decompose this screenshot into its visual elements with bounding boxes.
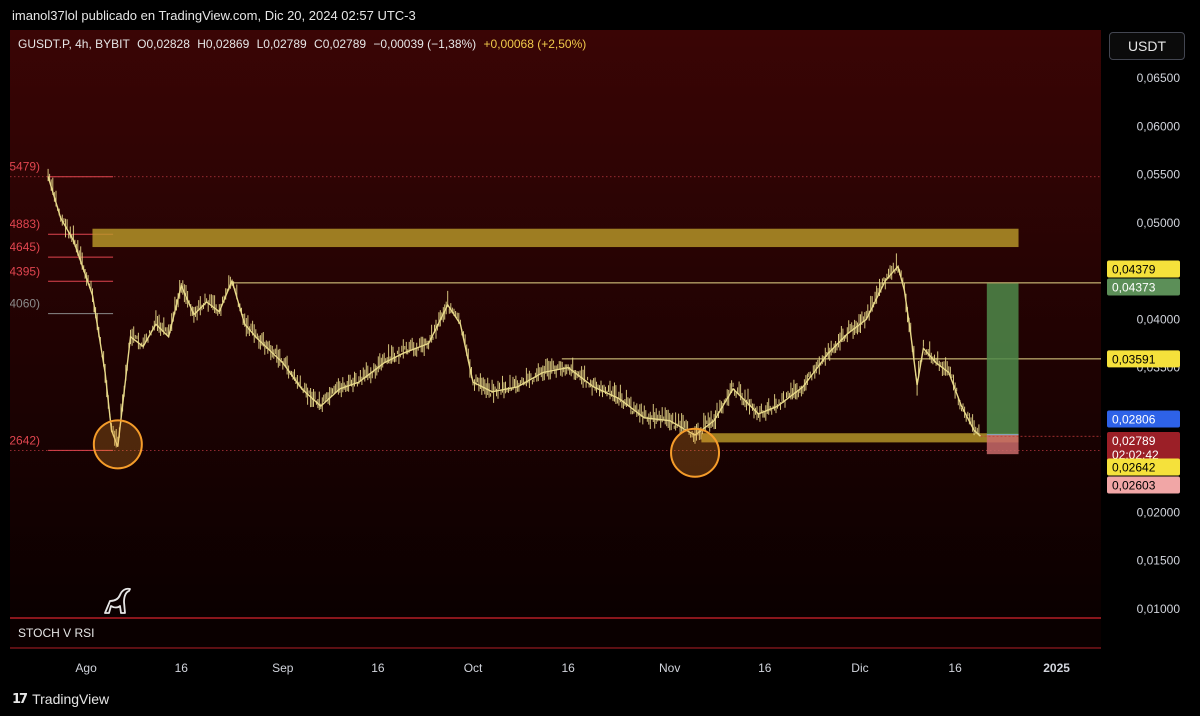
y-tick-label: 0,06500 bbox=[1137, 71, 1181, 85]
price-chart[interactable]: 1 (0,05479) 0,79 (0,04883) 0,706 (0,04645)… bbox=[10, 30, 1190, 680]
fib-level-label: 0,5 (0,04060) bbox=[10, 297, 40, 311]
x-tick-label: Oct bbox=[464, 661, 483, 675]
y-tick-label: 0,05500 bbox=[1137, 168, 1181, 182]
zone-rect[interactable] bbox=[701, 433, 1019, 443]
open-value: O0,02828 bbox=[137, 37, 190, 51]
price-label-text: 0,03591 bbox=[1112, 352, 1156, 366]
indicator-label[interactable]: STOCH V RSI bbox=[18, 626, 95, 640]
chart-frame[interactable]: 1 (0,05479) 0,79 (0,04883) 0,706 (0,04645)… bbox=[10, 30, 1190, 680]
x-tick-label: 16 bbox=[562, 661, 576, 675]
y-tick-label: 0,02000 bbox=[1137, 505, 1181, 519]
time-axis[interactable]: Ago 16 Sep 16 Oct 16 Nov 16 Dic 16 2025 bbox=[75, 661, 1070, 675]
x-tick-label: 16 bbox=[948, 661, 962, 675]
tradingview-logo-icon: 17 bbox=[12, 691, 28, 707]
fib-level-label: 0 (0,02642) bbox=[10, 433, 40, 447]
highlight-circle[interactable] bbox=[92, 419, 143, 470]
price-line bbox=[47, 176, 981, 447]
price-label-text: 0,02642 bbox=[1112, 461, 1156, 475]
y-tick-label: 0,01000 bbox=[1137, 602, 1181, 616]
symbol-label[interactable]: GUSDT.P, 4h, BYBIT bbox=[18, 37, 130, 51]
price-series bbox=[47, 168, 1101, 448]
fib-level-label: 0,79 (0,04883) bbox=[10, 217, 40, 231]
y-tick-label: 0,01500 bbox=[1137, 554, 1181, 568]
target-zone[interactable] bbox=[986, 283, 1019, 435]
low-value: L0,02789 bbox=[256, 37, 307, 51]
price-label-box bbox=[1107, 458, 1180, 476]
y-tick-label: 0,04000 bbox=[1137, 312, 1181, 326]
fib-level-label: 1 (0,05479) bbox=[10, 160, 40, 174]
long-position-tool[interactable] bbox=[986, 283, 1019, 455]
x-tick-label: Dic bbox=[851, 661, 868, 675]
x-tick-label: Nov bbox=[659, 661, 680, 675]
price-label-box bbox=[1107, 278, 1180, 296]
tradingview-logo[interactable]: 17 TradingView bbox=[12, 691, 109, 707]
x-tick-label: 2025 bbox=[1043, 661, 1070, 675]
price-label-text: 0,04373 bbox=[1112, 281, 1156, 295]
change-value: −0,00039 (−1,38%) bbox=[373, 37, 477, 51]
chart-background bbox=[10, 30, 1101, 617]
price-label-box bbox=[1107, 260, 1180, 278]
zone-rect[interactable] bbox=[92, 228, 1019, 248]
price-label-box bbox=[1107, 432, 1180, 464]
supply-demand-zones[interactable] bbox=[92, 228, 1019, 443]
price-label-box bbox=[1107, 476, 1180, 494]
dino-icon bbox=[102, 586, 132, 621]
x-tick-label: Ago bbox=[75, 661, 97, 675]
highlight-circle[interactable] bbox=[670, 427, 721, 478]
price-label-box bbox=[1107, 410, 1180, 428]
close-value: C0,02789 bbox=[314, 37, 367, 51]
x-tick-label: Sep bbox=[272, 661, 294, 675]
y-tick-label: 0,06000 bbox=[1137, 119, 1181, 133]
price-label-text: 0,02806 bbox=[1112, 413, 1156, 427]
high-value: H0,02869 bbox=[197, 37, 250, 51]
indicator-pane bbox=[10, 618, 1101, 648]
x-tick-label: 16 bbox=[758, 661, 772, 675]
publish-info: imanol37lol publicado en TradingView.com… bbox=[12, 8, 416, 23]
price-label-box bbox=[1107, 350, 1180, 368]
x-tick-label: 16 bbox=[175, 661, 189, 675]
price-label-text: 0,02789 bbox=[1112, 434, 1156, 448]
fib-retracement[interactable]: 1 (0,05479) 0,79 (0,04883) 0,706 (0,04645)… bbox=[10, 160, 1101, 451]
footer: 17 TradingView bbox=[0, 683, 1200, 716]
price-labels: 0,043790,043730,035910,028060,0278902:02… bbox=[1107, 260, 1180, 494]
publish-header: imanol37lol publicado en TradingView.com… bbox=[0, 0, 1200, 30]
currency-button[interactable]: USDT bbox=[1109, 32, 1185, 60]
tradingview-logo-text: TradingView bbox=[32, 691, 110, 707]
stop-zone[interactable] bbox=[986, 434, 1019, 455]
price-label-text: 0,04379 bbox=[1112, 263, 1156, 277]
extra-change-value: +0,00068 (+2,50%) bbox=[483, 37, 587, 51]
fib-level-label: 0,618 (0,04395) bbox=[10, 264, 40, 278]
x-tick-label: 16 bbox=[371, 661, 385, 675]
ohlc-legend: GUSDT.P, 4h, BYBIT O0,02828 H0,02869 L0,… bbox=[18, 37, 590, 51]
fib-level-label: 0,706 (0,04645) bbox=[10, 240, 40, 254]
price-label-text: 0,02603 bbox=[1112, 479, 1156, 493]
price-axis[interactable]: 0,065000,060000,055000,050000,040000,035… bbox=[1137, 71, 1181, 616]
y-tick-label: 0,05000 bbox=[1137, 216, 1181, 230]
highlight-circles[interactable] bbox=[92, 419, 721, 478]
